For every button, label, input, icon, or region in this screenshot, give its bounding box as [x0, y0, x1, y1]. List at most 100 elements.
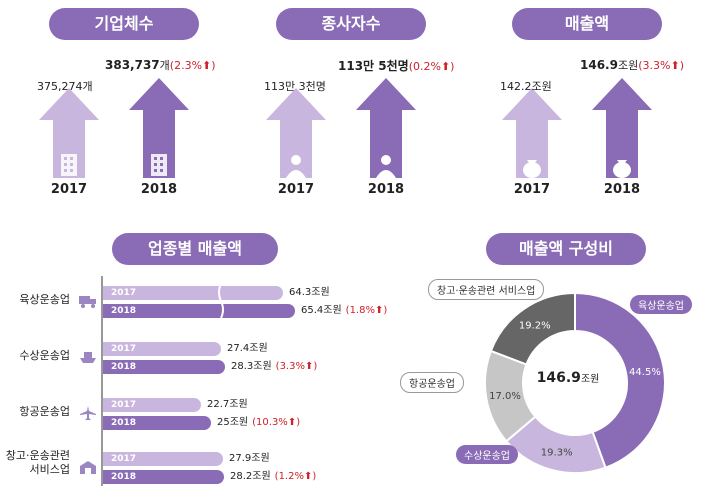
- bar-year-label: 2018: [111, 472, 137, 482]
- bar-value-2017-3: 27.9조원: [229, 452, 270, 466]
- truck-icon: [79, 296, 96, 308]
- bar-value-2017-1: 27.4조원: [227, 342, 268, 356]
- bar-value-unit: 조원: [311, 287, 330, 298]
- up-arrow-icon: ⬆: [287, 417, 297, 428]
- value-2018-2: 146.9조원(3.3%⬆): [580, 57, 684, 73]
- donut-callout-land: 육상운송업: [630, 295, 692, 314]
- bar-2017-3: 2017: [103, 452, 223, 466]
- value-2018-1: 113만 5천명(0.2%⬆): [338, 57, 454, 74]
- bar-value-2018-2: 25조원 (10.3%⬆): [217, 416, 300, 430]
- bar-2017-1: 2017: [103, 342, 221, 356]
- donut-callout-air: 항공운송업: [400, 372, 464, 393]
- arrow-pair-1: [266, 78, 416, 178]
- bar-value-2018-3: 28.2조원 (1.2%⬆): [230, 470, 316, 484]
- bar-year-label: 2017: [111, 344, 137, 354]
- year-2017-1: 2017: [277, 182, 315, 197]
- bar-change-3: (1.2%⬆): [274, 471, 317, 482]
- bar-value-number: 64.3: [289, 287, 312, 298]
- donut-slice-label-1: 19.3%: [541, 448, 573, 459]
- ship-icon: [80, 352, 96, 363]
- bar-value-number: 25: [217, 417, 230, 428]
- panel-title-1: 종사자수: [276, 8, 426, 40]
- value-2017-0: 375,274개: [37, 80, 93, 93]
- value-2017-1: 113만 3천명: [264, 80, 326, 93]
- bar-value-number: 22.7: [207, 399, 230, 410]
- bar-2018-2: 2018: [103, 416, 211, 430]
- year-2018-2: 2018: [603, 182, 641, 197]
- arrow-2017-0: [39, 88, 99, 178]
- bar-value-unit: 조원: [249, 343, 268, 354]
- value-2018-unit: 조원: [617, 59, 639, 72]
- bar-value-2017-0: 64.3조원: [289, 286, 330, 300]
- value-2018-0: 383,737개(2.3%⬆): [105, 57, 216, 73]
- arrow-2018-2: [592, 78, 652, 178]
- bar-value-2018-1: 28.3조원 (3.3%⬆): [231, 360, 317, 374]
- up-arrow-icon: ⬆: [374, 305, 384, 316]
- bar-change-percent: (1.8%: [345, 305, 375, 316]
- bar-chart-title: 업종별 매출액: [112, 233, 278, 265]
- change-badge: (0.2%⬆): [408, 60, 455, 73]
- bar-2018-3: 2018: [103, 470, 224, 484]
- bar-value-number: 28.3: [231, 361, 254, 372]
- donut-slice-0: [574, 291, 666, 469]
- money-bag-icon: [523, 160, 541, 178]
- bar-value-number: 27.9: [229, 453, 252, 464]
- bar-change-percent: (1.2%: [274, 471, 304, 482]
- change-badge: (3.3%⬆): [638, 59, 684, 72]
- donut-slice-label-3: 19.2%: [519, 321, 551, 332]
- change-percent: (3.3%: [638, 59, 671, 72]
- bar-change-1: (3.3%⬆): [275, 361, 318, 372]
- year-2017-0: 2017: [50, 182, 88, 197]
- bar-value-unit: 조원: [229, 417, 249, 428]
- bar-year-label: 2018: [111, 306, 137, 316]
- value-2018-number: 113만 5천명: [338, 59, 409, 73]
- bar-value-2018-0: 65.4조원 (1.8%⬆): [301, 304, 387, 318]
- industry-label-1: 수상운송업: [19, 349, 70, 362]
- up-arrow-icon: ⬆: [303, 471, 313, 482]
- person-icon: [376, 155, 396, 178]
- industry-label-2: 항공운송업: [19, 405, 70, 418]
- value-2018-unit: 개: [159, 59, 170, 72]
- building-icon: [61, 154, 77, 176]
- value-2018-number: 383,737: [105, 58, 160, 72]
- industry-label-0: 육상운송업: [19, 293, 70, 306]
- up-arrow-icon: ⬆: [440, 60, 451, 73]
- donut-chart-title: 매출액 구성비: [486, 233, 646, 265]
- donut-center-unit: 조원: [580, 374, 600, 385]
- bar-change-0: (1.8%⬆): [345, 305, 388, 316]
- donut-callout-water: 수상운송업: [456, 445, 518, 464]
- bar-2018-1: 2018: [103, 360, 225, 374]
- building-icon: [151, 154, 167, 176]
- bar-year-label: 2017: [111, 288, 137, 298]
- year-2017-2: 2017: [513, 182, 551, 197]
- up-arrow-icon: ⬆: [670, 59, 680, 72]
- change-badge: (2.3%⬆): [169, 59, 216, 72]
- arrow-2017-1: [266, 88, 326, 178]
- bar-change-2: (10.3%⬆): [252, 417, 301, 428]
- donut-slice-label-0: 44.5%: [629, 367, 661, 378]
- bar-change-percent: (10.3%: [252, 417, 288, 428]
- arrow-pair-2: [502, 78, 652, 178]
- bar-year-label: 2018: [111, 418, 137, 428]
- bar-value-unit: 조원: [252, 471, 271, 482]
- up-arrow-icon: ⬆: [304, 361, 314, 372]
- axis-break-mark: [218, 284, 224, 318]
- bar-value-unit: 조원: [229, 399, 248, 410]
- arrow-2018-0: [129, 78, 189, 178]
- airplane-icon: [80, 406, 96, 420]
- bar-2017-0: 2017: [103, 286, 283, 300]
- donut-slice-3: [489, 291, 576, 366]
- donut-center-label: 146.9조원: [513, 370, 623, 386]
- bar-value-unit: 조원: [323, 305, 342, 316]
- donut-callout-warehouse: 창고·운송관련 서비스업: [428, 279, 545, 300]
- value-2018-number: 146.9: [580, 58, 618, 72]
- bar-change-percent: (3.3%: [275, 361, 305, 372]
- donut-center-value: 146.9: [536, 370, 581, 386]
- bar-year-label: 2018: [111, 362, 137, 372]
- change-percent: (2.3%: [169, 59, 203, 72]
- bar-value-number: 28.2: [230, 471, 253, 482]
- value-2017-2: 142.2조원: [500, 80, 552, 93]
- bar-value-unit: 조원: [251, 453, 270, 464]
- year-2018-1: 2018: [367, 182, 405, 197]
- bar-2018-0: 2018: [103, 304, 295, 318]
